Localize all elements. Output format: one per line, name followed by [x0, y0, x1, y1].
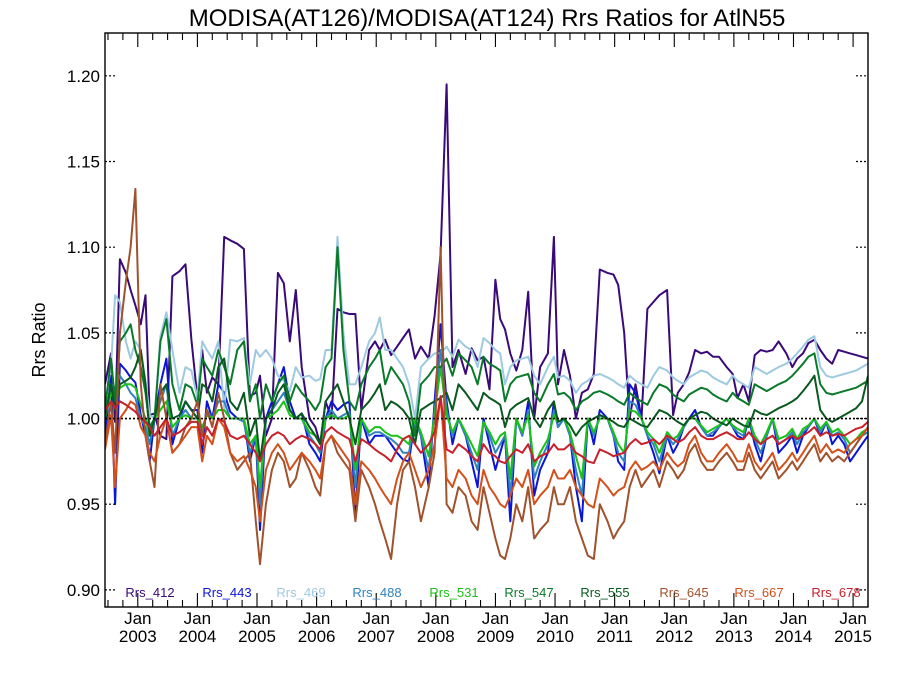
series-line-rrs_555 — [105, 349, 868, 463]
legend-entry-rrs_555: Rrs_555 — [580, 585, 629, 600]
series-line-rrs_667 — [105, 395, 868, 523]
x-tick-label-month: Jan — [720, 609, 747, 628]
legend-entry-rrs_443: Rrs_443 — [202, 585, 251, 600]
x-tick-label-year: 2014 — [775, 627, 813, 646]
x-tick-label-month: Jan — [184, 609, 211, 628]
x-tick-label-year: 2011 — [596, 627, 633, 646]
x-tick-label-year: 2008 — [417, 627, 455, 646]
x-tick-label-year: 2005 — [238, 627, 276, 646]
legend-entry-rrs_531: Rrs_531 — [429, 585, 478, 600]
x-tick-label-year: 2006 — [298, 627, 336, 646]
y-tick-label: 1.15 — [67, 153, 100, 172]
y-axis-label: Rrs Ratio — [29, 302, 49, 377]
x-tick-label-month: Jan — [661, 609, 688, 628]
x-tick-label-month: Jan — [839, 609, 866, 628]
x-tick-label-year: 2003 — [119, 627, 157, 646]
x-tick-label-year: 2013 — [715, 627, 753, 646]
plot-layer: 0.900.951.001.051.101.151.20Jan2003Jan20… — [67, 32, 872, 646]
y-tick-label: 0.90 — [67, 581, 100, 600]
legend-entry-rrs_488: Rrs_488 — [352, 585, 401, 600]
chart-title: MODISA(AT126)/MODISA(AT124) Rrs Ratios f… — [189, 5, 786, 32]
series-line-rrs_469 — [105, 235, 868, 420]
legend-entry-rrs_469: Rrs_469 — [276, 585, 325, 600]
y-tick-label: 1.05 — [67, 324, 100, 343]
x-tick-label-year: 2004 — [178, 627, 216, 646]
x-tick-label-month: Jan — [541, 609, 568, 628]
x-tick-label-year: 2012 — [655, 627, 693, 646]
legend-entry-rrs_667: Rrs_667 — [734, 585, 783, 600]
y-tick-label: 1.20 — [67, 67, 100, 86]
x-tick-label-month: Jan — [124, 609, 151, 628]
plot-frame — [104, 32, 869, 608]
x-tick-label-month: Jan — [482, 609, 509, 628]
series-line-rrs_678 — [105, 395, 868, 465]
x-tick-label-month: Jan — [363, 609, 390, 628]
series-line-rrs_645 — [105, 187, 868, 566]
x-tick-label-month: Jan — [422, 609, 449, 628]
legend-entry-rrs_678: Rrs_678 — [811, 585, 860, 600]
x-tick-label-month: Jan — [303, 609, 330, 628]
legend-entry-rrs_412: Rrs_412 — [125, 585, 174, 600]
legend-entry-rrs_547: Rrs_547 — [504, 585, 553, 600]
x-tick-label-year: 2015 — [834, 627, 872, 646]
series-lines — [105, 83, 868, 566]
x-tick-label-month: Jan — [243, 609, 270, 628]
x-tick-label-year: 2010 — [536, 627, 574, 646]
y-tick-label: 1.10 — [67, 238, 100, 257]
x-tick-label-year: 2007 — [357, 627, 395, 646]
x-tick-label-month: Jan — [601, 609, 628, 628]
y-tick-label: 0.95 — [67, 495, 100, 514]
legend-entry-rrs_645: Rrs_645 — [659, 585, 708, 600]
x-tick-label-year: 2009 — [477, 627, 515, 646]
x-tick-label-month: Jan — [780, 609, 807, 628]
y-tick-label: 1.00 — [67, 410, 100, 429]
